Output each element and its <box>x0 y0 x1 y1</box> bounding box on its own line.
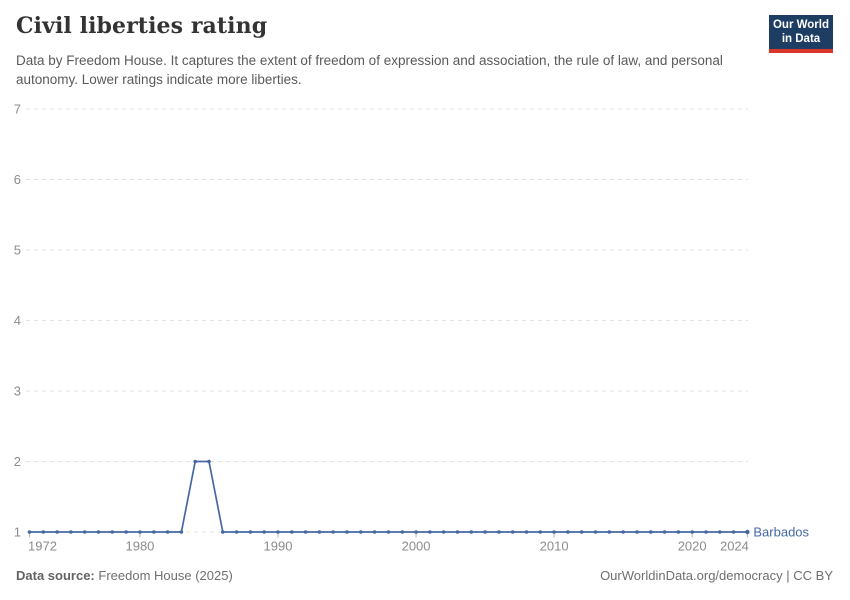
page-title: Civil liberties rating <box>16 13 268 39</box>
y-axis-label: 7 <box>14 102 21 117</box>
x-axis-label: 2020 <box>678 539 707 554</box>
data-point <box>193 459 197 464</box>
data-point <box>152 530 156 534</box>
data-point <box>317 530 322 534</box>
data-point <box>704 530 708 534</box>
data-point <box>138 530 142 534</box>
data-point <box>579 530 584 534</box>
data-point <box>41 530 46 534</box>
x-axis-label: 1972 <box>28 539 57 554</box>
x-axis-label: 2010 <box>540 539 569 554</box>
owid-logo-red-bar <box>769 49 833 53</box>
data-point <box>386 530 391 534</box>
data-point <box>510 530 515 534</box>
footer-attribution: OurWorldinData.org/democracy | CC BY <box>600 568 833 583</box>
data-point <box>428 530 432 534</box>
footer-separator: | <box>786 568 790 583</box>
data-point <box>731 530 736 534</box>
data-point <box>165 530 170 534</box>
data-point <box>234 530 239 534</box>
data-point <box>372 530 377 534</box>
x-axis-label: 1990 <box>264 539 293 554</box>
data-point <box>483 530 487 534</box>
x-axis-label: 1980 <box>125 539 154 554</box>
data-point <box>55 530 59 534</box>
data-point <box>538 530 543 534</box>
data-point <box>400 530 405 534</box>
y-axis-label: 2 <box>14 454 21 469</box>
data-point <box>124 530 128 534</box>
owid-url-link[interactable]: OurWorldinData.org/democracy <box>600 568 783 583</box>
data-point <box>676 530 681 534</box>
x-axis-label: 2024 <box>720 539 749 554</box>
owid-logo-line1: Our World <box>772 19 829 31</box>
data-line-barbados <box>28 460 749 533</box>
data-point <box>524 530 529 534</box>
data-point <box>359 530 363 534</box>
y-axis-label: 6 <box>14 172 21 187</box>
data-point <box>27 530 32 534</box>
data-point <box>635 530 639 534</box>
data-point <box>414 530 418 534</box>
data-source-note: Data source: Freedom House (2025) <box>16 568 233 583</box>
data-point <box>621 530 625 534</box>
data-point <box>96 530 101 534</box>
data-point <box>662 530 667 534</box>
data-point <box>290 530 294 534</box>
data-point <box>110 530 115 534</box>
data-point <box>179 530 184 534</box>
data-point <box>221 530 225 534</box>
data-point <box>566 530 570 534</box>
data-point <box>745 529 750 535</box>
data-point <box>276 530 280 534</box>
data-point <box>82 530 87 534</box>
data-point <box>262 530 267 534</box>
chart-footer: Data source: Freedom House (2025) OurWor… <box>16 568 833 583</box>
y-axis-label: 5 <box>14 243 21 258</box>
owid-logo-line2: in Data <box>781 32 821 45</box>
data-point <box>345 530 349 534</box>
line-chart: 1 2 3 4 5 6 7 1972 1980 1990 2000 2010 2020 2024 Barba… <box>14 102 810 554</box>
data-point <box>331 530 336 534</box>
chart-subtitle: Data by Freedom House. It captures the e… <box>16 53 723 87</box>
data-point <box>441 530 446 534</box>
data-point <box>497 530 501 534</box>
data-point <box>718 530 722 534</box>
data-point <box>607 530 612 534</box>
data-point <box>649 530 653 534</box>
data-source-label: Data source: <box>16 568 95 583</box>
y-axis-label: 3 <box>14 384 21 399</box>
data-point <box>455 530 460 534</box>
owid-logo-background: Our World in Data <box>769 15 833 49</box>
data-point <box>552 530 556 534</box>
data-source-value: Freedom House (2025) <box>98 568 233 583</box>
data-point <box>248 530 253 534</box>
x-axis-label: 2000 <box>402 539 431 554</box>
series-label-barbados: Barbados <box>753 525 809 540</box>
data-point <box>593 530 598 534</box>
data-point <box>303 530 308 534</box>
data-point <box>690 530 694 534</box>
data-point <box>69 530 73 534</box>
owid-logo: Our World in Data <box>769 15 833 53</box>
y-axis-label: 4 <box>14 313 21 328</box>
license-label: CC BY <box>793 568 833 583</box>
data-point <box>469 530 474 534</box>
y-axis-label: 1 <box>14 525 21 540</box>
data-point <box>207 459 211 464</box>
